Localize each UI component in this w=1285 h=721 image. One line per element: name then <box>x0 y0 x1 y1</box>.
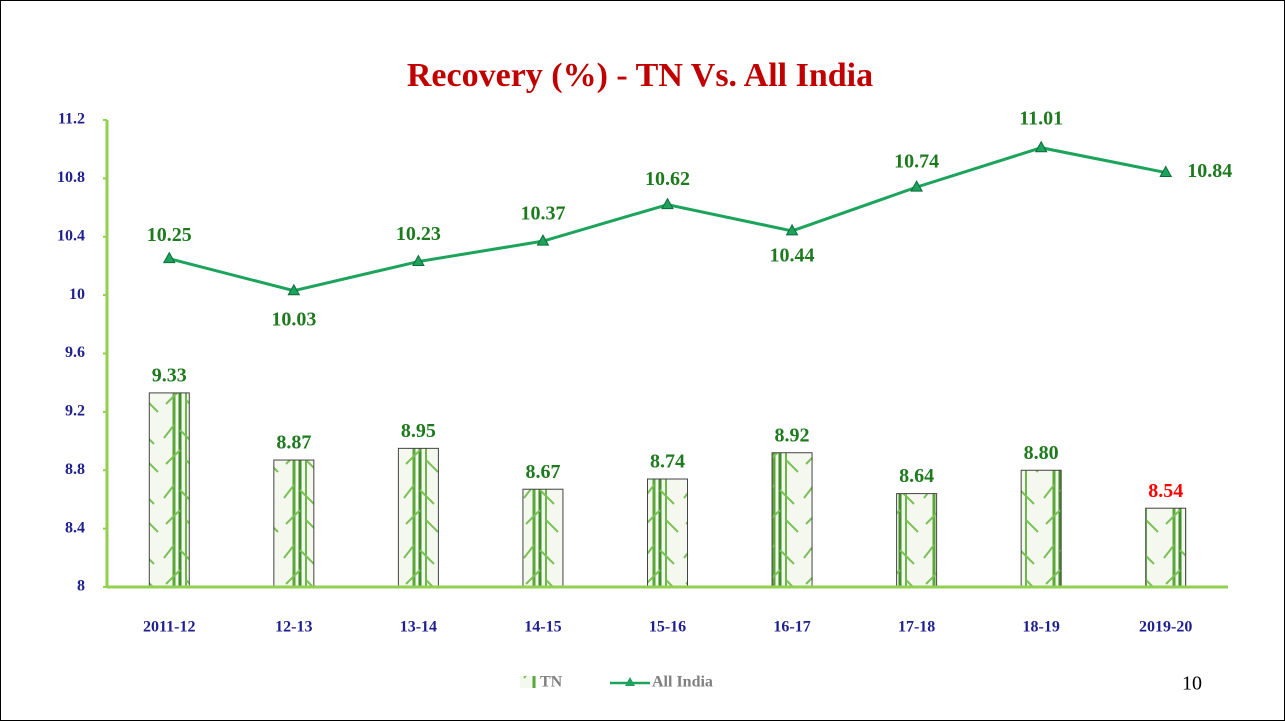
bar <box>1020 469 1062 588</box>
data-label: 9.33 <box>152 364 187 386</box>
marker <box>661 197 674 210</box>
x-tick-label: 12-13 <box>275 619 312 636</box>
x-tick-label: 18-19 <box>1023 619 1060 636</box>
data-label: 10.37 <box>520 203 565 225</box>
marker <box>162 251 176 264</box>
y-tick-label: 9.6 <box>65 344 85 361</box>
data-label: 10.84 <box>1187 160 1232 182</box>
data-label: 8.92 <box>775 424 810 446</box>
y-tick-label: 8 <box>77 578 85 595</box>
x-tick-label: 14-15 <box>524 619 561 636</box>
y-tick-label: 10.4 <box>57 227 85 244</box>
bar <box>896 493 938 588</box>
data-label: 10.03 <box>271 308 316 330</box>
data-label: 10.44 <box>770 245 815 267</box>
x-tick-label: 16-17 <box>773 619 810 636</box>
data-label: 10.25 <box>147 224 192 246</box>
data-label: 10.23 <box>396 223 441 245</box>
x-tick-label: 17-18 <box>898 619 935 636</box>
bar <box>647 478 688 588</box>
data-label: 8.95 <box>401 420 436 442</box>
legend-marker <box>625 677 635 686</box>
y-tick-label: 8.4 <box>65 519 85 536</box>
data-label: 10.62 <box>645 168 690 190</box>
bar <box>397 447 439 588</box>
x-tick-label: 15-16 <box>649 619 686 636</box>
marker <box>536 234 550 246</box>
marker <box>1159 165 1173 178</box>
bar <box>1145 507 1187 588</box>
legend-label: All India <box>652 674 713 691</box>
marker <box>287 283 301 296</box>
legend-label: TN <box>540 674 563 691</box>
x-tick-label: 2019-20 <box>1139 619 1192 636</box>
data-label: 8.54 <box>1148 480 1183 502</box>
bar <box>148 392 190 588</box>
data-label: 11.01 <box>1019 107 1063 129</box>
bar <box>522 488 564 588</box>
y-tick-label: 11.2 <box>58 111 85 128</box>
x-tick-label: 13-14 <box>400 619 437 636</box>
bar <box>273 459 315 588</box>
data-label: 8.67 <box>525 461 560 483</box>
data-label: 8.80 <box>1024 442 1059 464</box>
page-number: 10 <box>1182 673 1202 695</box>
legend-swatch <box>520 676 536 688</box>
y-tick-label: 10 <box>69 286 85 303</box>
data-label: 8.87 <box>276 432 311 454</box>
data-label: 10.74 <box>894 151 939 173</box>
data-label: 8.74 <box>650 451 685 473</box>
y-tick-label: 8.8 <box>65 461 85 478</box>
marker <box>910 180 923 192</box>
bar <box>771 452 813 588</box>
marker <box>1034 140 1048 153</box>
marker <box>785 223 799 236</box>
x-tick-label: 2011-12 <box>143 619 195 636</box>
chart-title: Recovery (%) - TN Vs. All India <box>407 57 873 94</box>
marker <box>412 254 425 267</box>
data-label: 8.64 <box>899 465 934 487</box>
y-tick-label: 9.2 <box>65 403 85 420</box>
y-tick-label: 10.8 <box>57 169 85 186</box>
